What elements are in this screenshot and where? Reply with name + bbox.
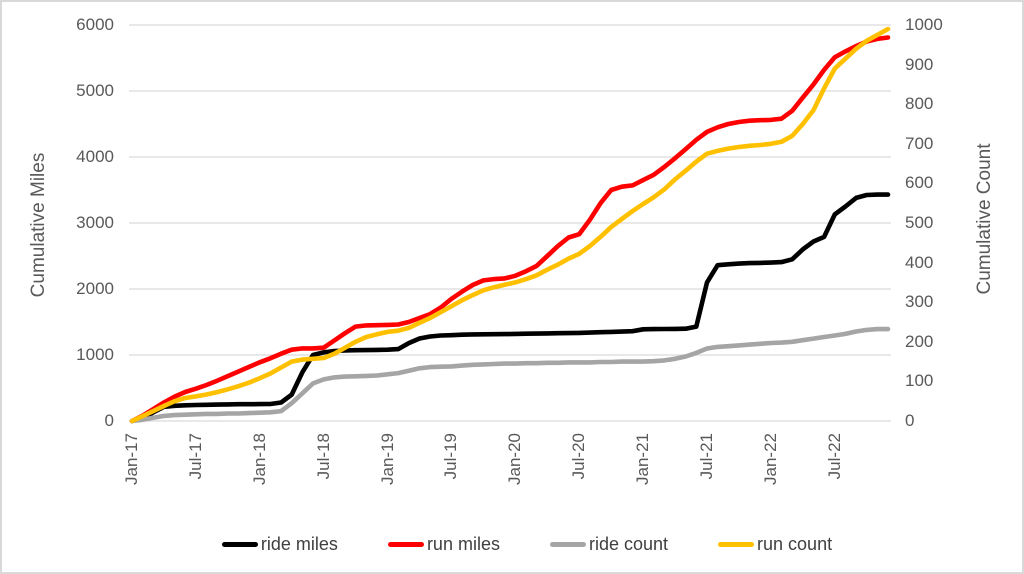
left-axis-tick-label: 2000 [76, 279, 114, 298]
right-axis-tick-label: 700 [905, 133, 934, 153]
right-axis-tick-label: 800 [905, 94, 934, 114]
right-axis-tick-label: 0 [905, 411, 915, 430]
series-line-ride-count [129, 326, 891, 424]
left-axis-tick-label: 1000 [76, 345, 114, 364]
left-axis-tick-label: 5000 [76, 81, 114, 100]
legend-swatch-ride-count [549, 541, 586, 547]
right-axis-tick-label: 1000 [905, 15, 943, 34]
x-axis-tick-label: Jul-20 [569, 433, 589, 480]
legend-swatch-ride-miles [221, 541, 258, 547]
legend-label: run miles [426, 534, 500, 554]
right-axis-tick-label: 500 [905, 213, 934, 232]
x-axis-tick-label: Jan-18 [249, 433, 269, 485]
legend-label: ride count [588, 534, 669, 554]
series-line-run-count [129, 26, 891, 424]
legend-item-ride-count: ride count [549, 533, 669, 555]
legend-label: ride miles [260, 534, 338, 554]
right-axis-title: Cumulative Count [974, 143, 995, 295]
left-axis-tick-label: 3000 [76, 213, 114, 232]
right-axis-tick-label: 400 [905, 252, 934, 272]
left-axis-tick-label: 6000 [76, 15, 114, 34]
x-axis-tick-label: Jul-21 [696, 433, 716, 480]
x-axis-tick-label: Jan-19 [377, 433, 397, 485]
right-axis-tick-label: 900 [905, 54, 934, 74]
series-line-ride-miles [129, 192, 891, 424]
legend-label: run count [757, 534, 833, 554]
x-axis-tick-label: Jan-22 [760, 433, 780, 485]
x-axis-tick-label: Jan-21 [633, 433, 653, 485]
right-axis-tick-label: 200 [905, 331, 934, 351]
legend-item-run-count: run count [718, 533, 832, 555]
x-axis-tick-label: Jan-20 [505, 433, 525, 485]
left-axis-tick-label: 0 [104, 411, 114, 430]
right-axis-tick-label: 100 [905, 371, 934, 391]
series-line-run-miles [129, 35, 891, 424]
left-axis-tick-label: 4000 [76, 147, 114, 166]
legend-swatch-run-miles [387, 541, 424, 547]
x-axis-tick-label: Jul-19 [441, 433, 461, 480]
chart-legend: ride miles run miles ride count run count [32, 533, 1022, 555]
legend-item-ride-miles: ride miles [221, 533, 338, 555]
x-axis-tick-label: Jan-17 [122, 433, 141, 485]
x-axis-tick-label: Jul-22 [824, 433, 844, 480]
x-axis-tick-label: Jul-18 [313, 433, 333, 480]
legend-item-run-miles: run miles [387, 533, 500, 555]
legend-swatch-run-count [718, 541, 755, 547]
right-axis-tick-label: 300 [905, 292, 934, 312]
right-axis-tick-label: 600 [905, 173, 934, 193]
left-axis-title: Cumulative Miles [28, 152, 49, 298]
x-axis-tick-label: Jul-17 [185, 433, 205, 480]
